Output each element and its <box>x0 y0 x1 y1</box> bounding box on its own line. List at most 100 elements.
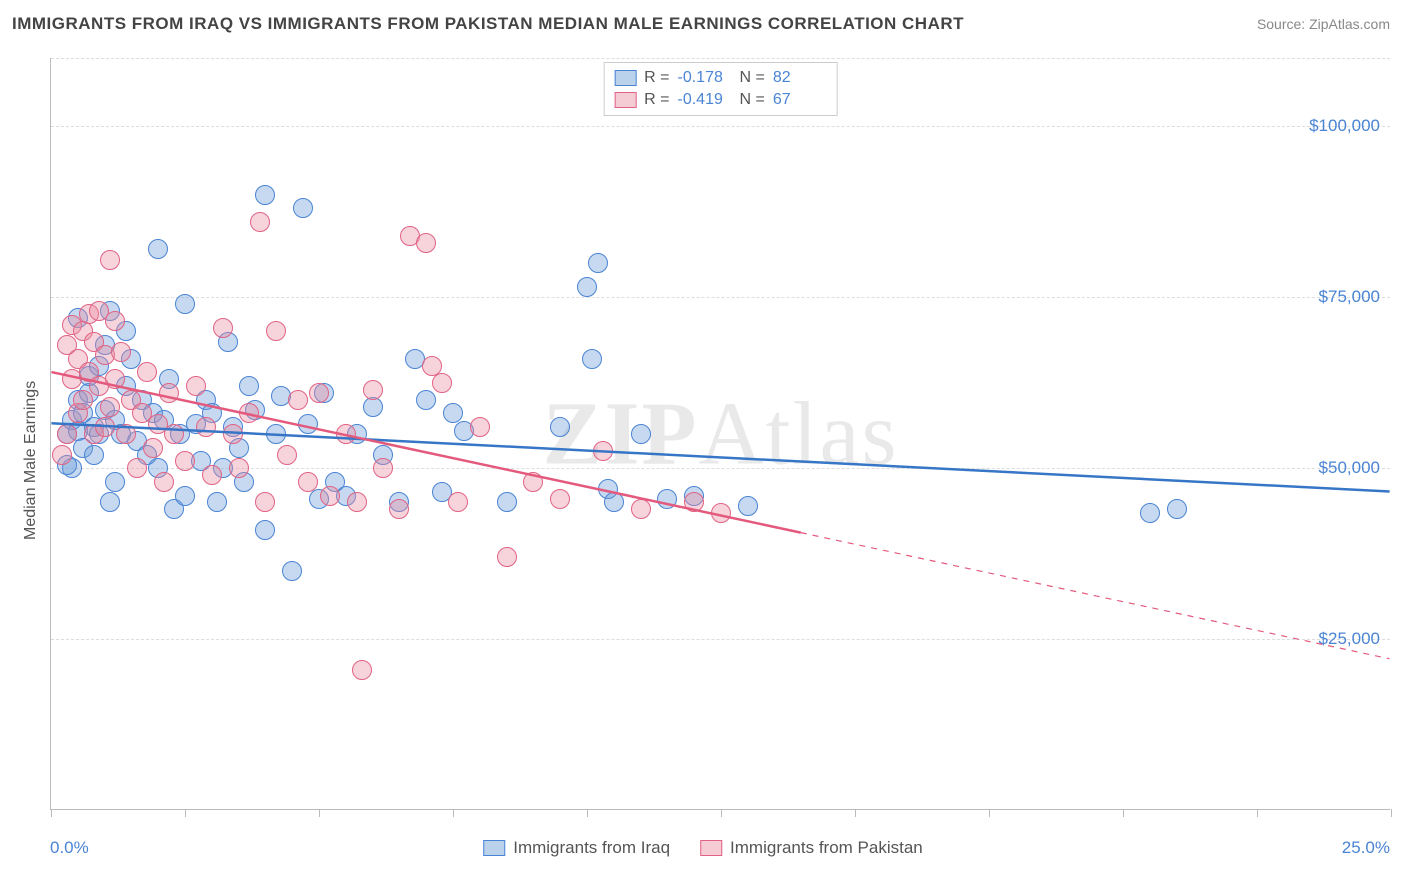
gridline <box>51 126 1390 127</box>
data-point <box>137 362 157 382</box>
data-point <box>148 239 168 259</box>
data-point <box>57 424 77 444</box>
swatch-icon <box>614 70 636 86</box>
data-point <box>175 486 195 506</box>
data-point <box>373 458 393 478</box>
data-point <box>186 376 206 396</box>
data-point <box>255 492 275 512</box>
stat-value: 67 <box>773 91 827 109</box>
data-point <box>298 472 318 492</box>
data-point <box>497 547 517 567</box>
legend-label: Immigrants from Iraq <box>513 838 670 858</box>
data-point <box>154 472 174 492</box>
stat-label: N = <box>740 69 765 87</box>
stat-label: R = <box>644 91 669 109</box>
swatch-icon <box>483 840 505 856</box>
data-point <box>657 489 677 509</box>
data-point <box>1140 503 1160 523</box>
data-point <box>309 383 329 403</box>
data-point <box>448 492 468 512</box>
data-point <box>352 660 372 680</box>
swatch-icon <box>614 92 636 108</box>
data-point <box>143 438 163 458</box>
stat-value: 82 <box>773 69 827 87</box>
data-point <box>52 445 72 465</box>
stat-value: -0.178 <box>678 69 732 87</box>
legend-stats-row: R = -0.178 N = 82 <box>614 67 827 89</box>
data-point <box>363 380 383 400</box>
data-point <box>266 321 286 341</box>
legend-stats-row: R = -0.419 N = 67 <box>614 89 827 111</box>
data-point <box>470 417 490 437</box>
data-point <box>582 349 602 369</box>
x-tick <box>51 809 52 817</box>
data-point <box>523 472 543 492</box>
data-point <box>100 397 120 417</box>
data-point <box>255 185 275 205</box>
data-point <box>111 342 131 362</box>
data-point <box>416 390 436 410</box>
stat-label: N = <box>740 91 765 109</box>
legend-item: Immigrants from Iraq <box>483 838 670 858</box>
y-tick-label: $100,000 <box>1309 116 1380 136</box>
data-point <box>239 403 259 423</box>
data-point <box>164 424 184 444</box>
data-point <box>202 465 222 485</box>
data-point <box>95 417 115 437</box>
data-point <box>593 441 613 461</box>
stat-value: -0.419 <box>678 91 732 109</box>
x-tick <box>587 809 588 817</box>
y-tick-label: $75,000 <box>1319 287 1380 307</box>
x-tick <box>989 809 990 817</box>
data-point <box>207 492 227 512</box>
data-point <box>229 458 249 478</box>
x-tick <box>185 809 186 817</box>
x-tick <box>453 809 454 817</box>
data-point <box>550 489 570 509</box>
legend-item: Immigrants from Pakistan <box>700 838 923 858</box>
gridline <box>51 297 1390 298</box>
data-point <box>298 414 318 434</box>
data-point <box>196 417 216 437</box>
data-point <box>389 499 409 519</box>
gridline <box>51 639 1390 640</box>
data-point <box>711 503 731 523</box>
data-point <box>363 397 383 417</box>
data-point <box>84 445 104 465</box>
x-tick <box>319 809 320 817</box>
data-point <box>175 294 195 314</box>
data-point <box>604 492 624 512</box>
data-point <box>347 492 367 512</box>
data-point <box>105 311 125 331</box>
data-point <box>175 451 195 471</box>
data-point <box>100 250 120 270</box>
data-point <box>336 424 356 444</box>
stat-label: R = <box>644 69 669 87</box>
y-tick-label: $50,000 <box>1319 458 1380 478</box>
data-point <box>432 373 452 393</box>
data-point <box>631 424 651 444</box>
y-tick-label: $25,000 <box>1319 629 1380 649</box>
data-point <box>266 424 286 444</box>
data-point <box>631 499 651 519</box>
legend-label: Immigrants from Pakistan <box>730 838 923 858</box>
data-point <box>255 520 275 540</box>
data-point <box>223 424 243 444</box>
data-point <box>277 445 297 465</box>
data-point <box>684 492 704 512</box>
data-point <box>105 369 125 389</box>
data-point <box>577 277 597 297</box>
legend-bottom: Immigrants from Iraq Immigrants from Pak… <box>483 838 923 858</box>
gridline <box>51 58 1390 59</box>
x-axis-max-label: 25.0% <box>1342 838 1390 858</box>
data-point <box>288 390 308 410</box>
source-label: Source: ZipAtlas.com <box>1257 16 1390 32</box>
x-tick <box>1123 809 1124 817</box>
x-tick <box>855 809 856 817</box>
chart-container: IMMIGRANTS FROM IRAQ VS IMMIGRANTS FROM … <box>0 0 1406 892</box>
chart-title: IMMIGRANTS FROM IRAQ VS IMMIGRANTS FROM … <box>12 14 964 34</box>
data-point <box>127 458 147 478</box>
data-point <box>100 492 120 512</box>
x-tick <box>721 809 722 817</box>
watermark: ZIPAtlas <box>542 382 898 485</box>
